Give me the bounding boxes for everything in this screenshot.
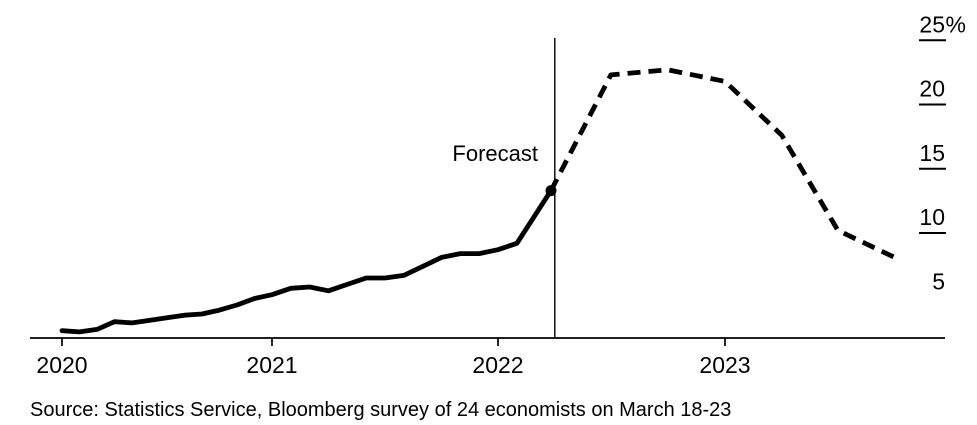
forecast-line <box>548 67 896 260</box>
forecast-start-dot <box>545 185 557 197</box>
x-axis: 2020 2021 2022 2023 <box>36 338 751 378</box>
y-unit-suffix: % <box>946 11 966 37</box>
actual-line <box>59 188 554 335</box>
y-tick-label: 20 <box>919 76 945 102</box>
x-tick-label: 2020 <box>36 352 87 378</box>
y-tick-label: 5 <box>932 268 945 294</box>
y-tick-label: 10 <box>919 204 945 230</box>
y-tick-label: 15 <box>919 140 945 166</box>
x-tick-label: 2021 <box>246 352 297 378</box>
x-tick-label: 2023 <box>699 352 750 378</box>
forecast-annotation: Forecast <box>452 141 538 166</box>
source-text: Source: Statistics Service, Bloomberg su… <box>30 399 731 421</box>
y-axis: 25 % 20 15 10 5 <box>919 11 966 294</box>
x-tick-label: 2022 <box>472 352 523 378</box>
y-tick-label: 25 <box>919 11 945 37</box>
